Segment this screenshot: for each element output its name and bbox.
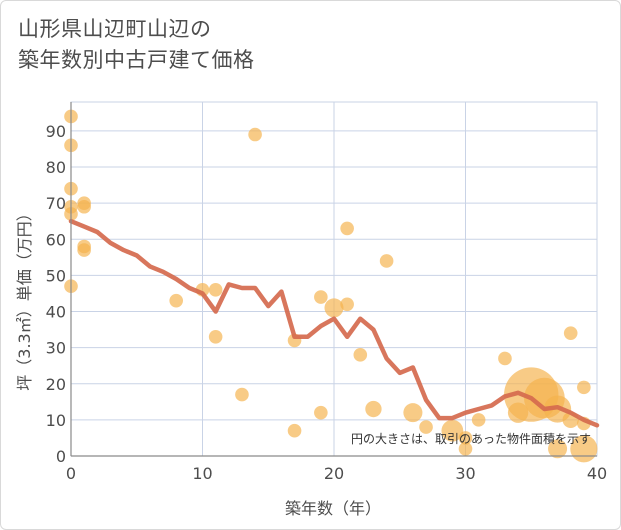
data-point bbox=[248, 127, 262, 142]
y-tick-label: 30 bbox=[46, 339, 66, 358]
data-point bbox=[340, 221, 354, 236]
data-point bbox=[577, 380, 591, 395]
x-tick-label: 20 bbox=[324, 464, 344, 483]
data-point bbox=[379, 254, 394, 268]
data-point bbox=[208, 329, 223, 344]
trend-line bbox=[68, 218, 600, 428]
data-point bbox=[314, 405, 328, 420]
x-tick-label: 40 bbox=[587, 464, 607, 483]
y-tick-label: 10 bbox=[46, 411, 66, 430]
x-tick-label: 0 bbox=[66, 464, 76, 483]
data-point bbox=[235, 387, 249, 402]
title-line-2: 築年数別中古戸建て価格 bbox=[18, 48, 255, 72]
data-point bbox=[563, 326, 578, 340]
data-point bbox=[458, 431, 473, 445]
data-point bbox=[77, 199, 91, 214]
y-tick-label: 70 bbox=[46, 194, 66, 213]
chart-title: 山形県山辺町山辺の 築年数別中古戸建て価格 bbox=[18, 14, 578, 76]
data-point bbox=[314, 290, 328, 304]
y-tick-label: 90 bbox=[46, 122, 66, 141]
data-point bbox=[287, 423, 302, 438]
data-point bbox=[169, 293, 183, 308]
data-point bbox=[403, 403, 423, 423]
title-line-1: 山形県山辺町山辺の bbox=[18, 17, 212, 41]
data-point bbox=[324, 298, 344, 318]
y-tick-label: 50 bbox=[46, 266, 66, 285]
data-point bbox=[365, 400, 382, 418]
data-point bbox=[458, 441, 473, 456]
data-point bbox=[471, 413, 486, 427]
x-tick-label: 10 bbox=[192, 464, 212, 483]
y-tick-label: 40 bbox=[46, 303, 66, 322]
data-point bbox=[498, 351, 512, 366]
x-tick-label: 30 bbox=[455, 464, 475, 483]
y-tick-label: 0 bbox=[56, 447, 66, 466]
y-tick-label: 60 bbox=[46, 230, 66, 249]
y-axis-label: 坪（3.3㎡）単価（万円） bbox=[15, 205, 34, 390]
axes: 0 10 20 30 40 50 60 70 80 90 0 10 20 30 40 bbox=[46, 102, 607, 483]
data-point bbox=[548, 439, 568, 459]
trend-series-line bbox=[68, 218, 600, 428]
data-point bbox=[77, 243, 91, 257]
size-note: 円の大きさは、取引のあった物件面積を示す bbox=[351, 431, 591, 446]
y-tick-label: 20 bbox=[46, 375, 66, 394]
data-point bbox=[340, 297, 354, 312]
data-point bbox=[441, 419, 464, 442]
data-point bbox=[353, 348, 368, 362]
data-point bbox=[419, 420, 433, 434]
y-tick-label: 80 bbox=[46, 158, 66, 177]
bubbles bbox=[64, 109, 598, 463]
x-axis-label: 築年数（年） bbox=[285, 499, 381, 518]
data-point bbox=[208, 283, 223, 297]
